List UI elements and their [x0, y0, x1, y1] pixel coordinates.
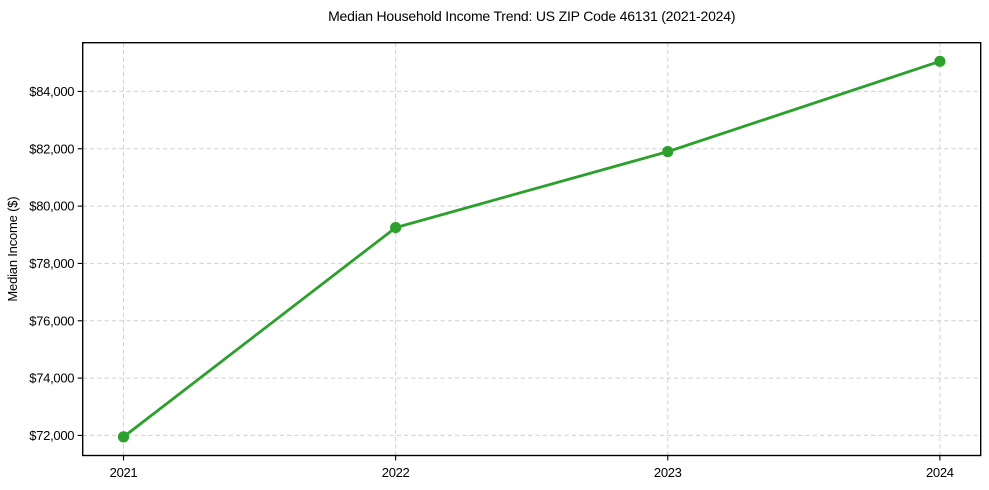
gridlines: [82, 42, 981, 456]
plot-border: [81, 42, 982, 457]
x-tick-label: 2021: [110, 465, 138, 480]
data-series: [117, 55, 946, 443]
x-tick-label: 2024: [926, 465, 954, 480]
y-axis-label: Median Income ($): [5, 197, 20, 302]
data-point-2024: [934, 55, 946, 67]
y-tick-label: $80,000: [29, 199, 74, 214]
y-tick-label: $78,000: [29, 256, 74, 271]
y-tick-label: $82,000: [29, 141, 74, 156]
y-tick-label: $84,000: [29, 84, 74, 99]
y-tick-label: $74,000: [29, 371, 74, 386]
data-point-2021: [117, 431, 130, 443]
chart-title: Median Household Income Trend: US ZIP Co…: [328, 8, 735, 24]
axis-tick-labels: $72,000 $74,000 $76,000 $78,000 $80,000 $82,0…: [29, 84, 954, 480]
data-point-2023: [662, 146, 674, 158]
x-tick-label: 2022: [382, 465, 410, 480]
trend-line-median-household-income: [122, 59, 942, 439]
x-tick-label: 2023: [654, 465, 682, 480]
axis-ticks: [77, 90, 941, 461]
y-tick-label: $72,000: [29, 428, 74, 443]
data-point-2022: [390, 222, 402, 234]
y-tick-label: $76,000: [29, 313, 74, 328]
